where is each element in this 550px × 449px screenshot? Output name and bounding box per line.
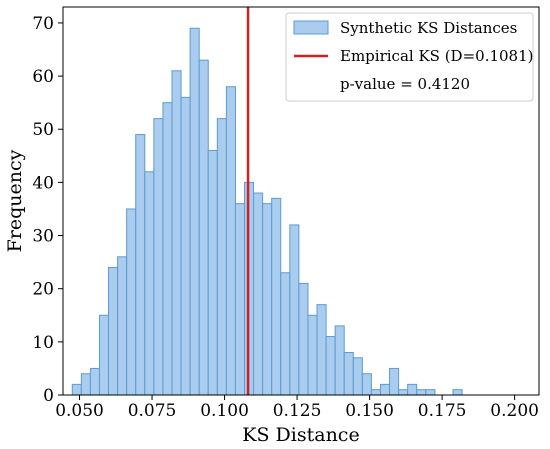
x-tick-label: 0.100 bbox=[200, 401, 249, 421]
legend: Synthetic KS Distances Empirical KS (D=0… bbox=[285, 12, 534, 102]
histogram-bar bbox=[352, 357, 363, 396]
legend-hist-label: Synthetic KS Distances bbox=[340, 19, 517, 37]
plot-frame bbox=[62, 6, 540, 396]
histogram-bar bbox=[398, 389, 409, 396]
y-tick-label: 60 bbox=[32, 67, 54, 87]
y-axis-ticks: 0 10 20 30 40 50 60 70 bbox=[32, 14, 63, 406]
legend-pvalue-label: p-value = 0.4120 bbox=[340, 75, 470, 93]
histogram-bar bbox=[117, 256, 128, 396]
x-tick-label: 0.150 bbox=[345, 401, 394, 421]
histogram-bar bbox=[80, 373, 91, 396]
histogram-bar bbox=[289, 224, 300, 396]
y-tick-label: 50 bbox=[32, 120, 54, 140]
y-tick-label: 20 bbox=[32, 280, 54, 300]
histogram-bar bbox=[425, 389, 436, 396]
histogram-bar bbox=[271, 197, 282, 396]
histogram-bar bbox=[189, 27, 200, 396]
histogram-bar bbox=[389, 367, 400, 396]
legend-box bbox=[285, 12, 534, 102]
histogram-bar bbox=[379, 383, 391, 396]
histogram-bars bbox=[71, 27, 463, 396]
x-tick-label: 0.075 bbox=[128, 401, 177, 421]
histogram-bar bbox=[416, 389, 427, 396]
histogram-bar bbox=[452, 389, 463, 396]
histogram-bar bbox=[361, 373, 372, 396]
histogram-bar bbox=[316, 304, 327, 396]
y-axis-label: Frequency bbox=[4, 149, 26, 252]
histogram-bar bbox=[225, 86, 236, 396]
histogram-bar bbox=[407, 383, 418, 396]
histogram-bar bbox=[370, 389, 381, 396]
histogram-bar bbox=[253, 192, 264, 396]
histogram-bar bbox=[144, 171, 155, 396]
histogram-bar bbox=[307, 314, 318, 396]
histogram-bar bbox=[180, 96, 191, 396]
histogram-bar bbox=[71, 383, 82, 396]
y-tick-label: 30 bbox=[32, 227, 54, 247]
histogram-bar bbox=[334, 325, 345, 396]
histogram-bar bbox=[207, 150, 218, 396]
y-tick-label: 0 bbox=[43, 386, 54, 406]
histogram-bar bbox=[153, 118, 164, 396]
histogram-bar bbox=[108, 266, 119, 396]
x-tick-label: 0.200 bbox=[490, 401, 539, 421]
y-tick-label: 70 bbox=[32, 14, 54, 34]
x-axis-ticks: 0.050 0.075 0.100 0.125 0.150 0.175 0.200 bbox=[55, 395, 539, 421]
x-tick-label: 0.175 bbox=[418, 401, 467, 421]
histogram-bar bbox=[126, 208, 137, 396]
histogram-bar bbox=[298, 282, 309, 396]
histogram-bar bbox=[234, 203, 246, 396]
histogram-bar bbox=[280, 272, 291, 396]
histogram-bar bbox=[98, 314, 110, 396]
x-tick-label: 0.050 bbox=[55, 401, 104, 421]
x-axis-label: KS Distance bbox=[242, 424, 359, 446]
x-tick-label: 0.125 bbox=[273, 401, 322, 421]
histogram-bar bbox=[325, 336, 336, 396]
legend-line-label: Empirical KS (D=0.1081) bbox=[340, 47, 533, 65]
histogram-bar bbox=[262, 203, 273, 396]
histogram-bar bbox=[89, 367, 100, 396]
histogram-bar bbox=[343, 351, 354, 396]
histogram-bar bbox=[171, 70, 182, 396]
histogram-bar bbox=[198, 59, 209, 396]
histogram-bar bbox=[216, 118, 227, 396]
y-tick-label: 10 bbox=[32, 333, 54, 353]
histogram-bar bbox=[135, 134, 146, 396]
y-tick-label: 40 bbox=[32, 173, 54, 193]
legend-hist-swatch bbox=[293, 20, 329, 35]
histogram-bar bbox=[162, 102, 173, 396]
